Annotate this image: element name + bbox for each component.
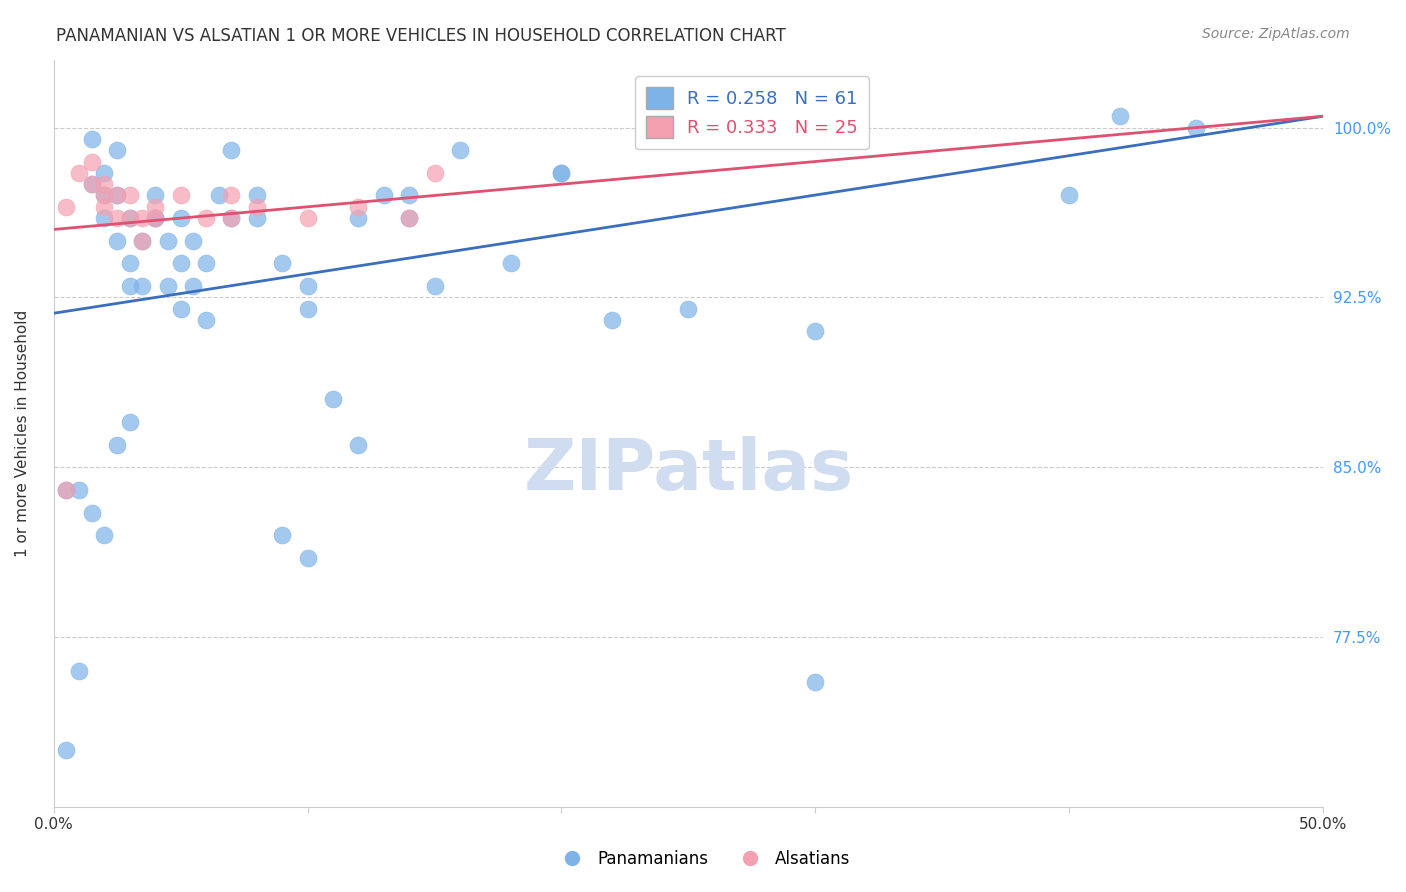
Point [80,177,103,191]
Point [143,211,166,226]
Point [93,177,115,191]
Point [118,211,141,226]
Point [373,188,395,202]
Point [118,211,141,226]
Point [105,234,128,248]
Legend: Panamanians, Alsatians: Panamanians, Alsatians [548,844,858,875]
Point [105,211,128,226]
Point [143,211,166,226]
Point [347,437,370,451]
Point [221,211,243,226]
Point [80,177,103,191]
Point [118,188,141,202]
Point [181,234,204,248]
Point [156,279,179,293]
Y-axis label: 1 or more Vehicles in Household: 1 or more Vehicles in Household [15,310,30,557]
Point [322,392,344,407]
Point [55,200,77,214]
Point [181,279,204,293]
Point [156,234,179,248]
Point [398,211,420,226]
Point [93,166,115,180]
Point [143,200,166,214]
Point [297,301,319,316]
Point [80,506,103,520]
Text: Source: ZipAtlas.com: Source: ZipAtlas.com [1202,27,1350,41]
Point [169,256,191,270]
Point [169,301,191,316]
Point [169,211,191,226]
Point [118,279,141,293]
Point [221,211,243,226]
Point [93,200,115,214]
Point [1185,120,1208,135]
Point [131,234,153,248]
Point [194,211,217,226]
Point [246,188,269,202]
Legend: R = 0.258   N = 61, R = 0.333   N = 25: R = 0.258 N = 61, R = 0.333 N = 25 [636,76,869,149]
Point [105,143,128,157]
Point [93,211,115,226]
Point [55,483,77,497]
Point [347,200,370,214]
Point [143,211,166,226]
Point [221,188,243,202]
Point [105,188,128,202]
Point [105,437,128,451]
Point [499,256,522,270]
Point [194,256,217,270]
Point [678,301,700,316]
Text: PANAMANIAN VS ALSATIAN 1 OR MORE VEHICLES IN HOUSEHOLD CORRELATION CHART: PANAMANIAN VS ALSATIAN 1 OR MORE VEHICLE… [56,27,786,45]
Point [297,279,319,293]
Point [550,166,572,180]
Text: ZIPatlas: ZIPatlas [523,436,853,505]
Point [194,313,217,327]
Point [600,313,623,327]
Point [423,279,446,293]
Point [143,188,166,202]
Point [93,188,115,202]
Point [67,166,90,180]
Point [246,200,269,214]
Point [804,324,827,338]
Point [131,234,153,248]
Point [118,415,141,429]
Point [131,211,153,226]
Point [105,188,128,202]
Point [347,211,370,226]
Point [208,188,231,202]
Point [449,143,471,157]
Point [55,483,77,497]
Point [246,211,269,226]
Point [80,154,103,169]
Point [221,143,243,157]
Point [398,188,420,202]
Point [297,211,319,226]
Point [67,483,90,497]
Point [550,166,572,180]
Point [131,279,153,293]
Point [804,675,827,690]
Point [93,528,115,542]
Point [271,256,294,270]
Point [67,664,90,678]
Point [118,256,141,270]
Point [297,550,319,565]
Point [80,132,103,146]
Point [1059,188,1081,202]
Point [271,528,294,542]
Point [1109,109,1132,123]
Point [423,166,446,180]
Point [169,188,191,202]
Point [93,188,115,202]
Point [55,743,77,757]
Point [398,211,420,226]
